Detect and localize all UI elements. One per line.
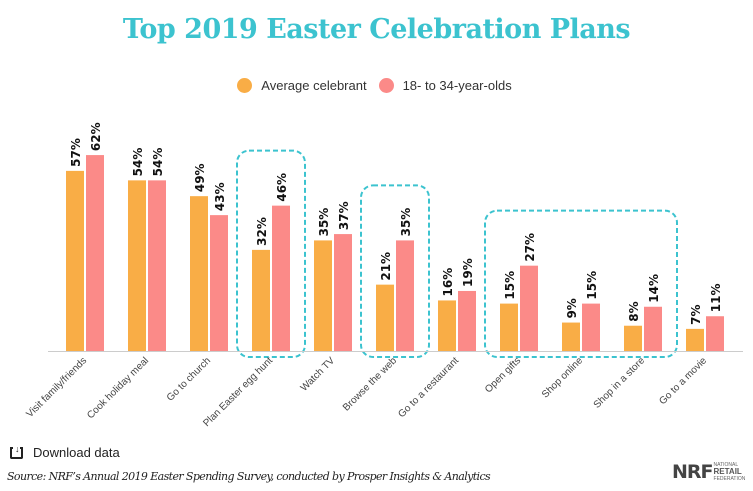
- data-label-plan-easter-egg-hunt-young: 46%: [275, 173, 289, 202]
- x-tick-label-go-to-a-movie: Go to a movie: [657, 355, 709, 407]
- x-tick-label-shop-online: Shop online: [540, 355, 585, 400]
- data-label-visit-family-friends-young: 62%: [89, 122, 103, 151]
- data-label-shop-in-a-store-young: 14%: [647, 274, 661, 303]
- data-label-go-to-a-restaurant-young: 19%: [461, 258, 475, 287]
- bar-go-to-church-average: [190, 196, 208, 351]
- data-label-shop-in-a-store-average: 8%: [627, 301, 641, 321]
- x-tick-label-go-to-a-restaurant: Go to a restaurant: [396, 355, 461, 420]
- data-label-shop-online-young: 15%: [585, 271, 599, 300]
- data-label-plan-easter-egg-hunt-average: 32%: [255, 217, 269, 246]
- data-label-go-to-a-restaurant-average: 16%: [441, 268, 455, 297]
- logo-line2: RETAIL: [713, 467, 742, 476]
- data-label-browse-the-web-young: 35%: [399, 208, 413, 237]
- data-label-go-to-church-average: 49%: [193, 163, 207, 192]
- source-note: Source: NRF’s Annual 2019 Easter Spendin…: [7, 470, 491, 483]
- bar-shop-in-a-store-average: [624, 325, 642, 351]
- legend-swatch-average: [237, 78, 253, 93]
- x-tick-label-cook-holiday-meal: Cook holiday meal: [85, 355, 151, 421]
- bar-open-gifts-young: [520, 265, 538, 351]
- data-label-go-to-church-young: 43%: [213, 182, 227, 211]
- bar-chart: 57% 62% Visit family/friends 54% 54% Cook hol…: [24, 122, 743, 429]
- bar-go-to-a-movie-average: [686, 328, 704, 351]
- data-label-shop-online-average: 9%: [565, 298, 579, 318]
- logo-main: NRF: [672, 461, 714, 483]
- bar-shop-in-a-store-young: [644, 306, 662, 351]
- data-label-visit-family-friends-average: 57%: [69, 138, 83, 167]
- x-tick-label-go-to-church: Go to church: [165, 355, 213, 403]
- download-data-button[interactable]: ↓ Download data: [10, 444, 120, 460]
- data-label-cook-holiday-meal-young: 54%: [151, 148, 165, 177]
- legend-label-young: 18- to 34-year-olds: [402, 78, 512, 93]
- legend-label-average: Average celebrant: [261, 78, 367, 93]
- data-label-browse-the-web-average: 21%: [379, 252, 393, 281]
- data-label-open-gifts-young: 27%: [523, 233, 537, 262]
- x-tick-label-browse-the-web: Browse the web: [341, 355, 399, 413]
- download-icon: ↓: [10, 444, 23, 459]
- chart-legend: Average celebrant 18- to 34-year-olds: [0, 78, 753, 93]
- logo-text: NATIONAL RETAIL FEDERATION: [714, 462, 746, 482]
- data-label-cook-holiday-meal-average: 54%: [131, 148, 145, 177]
- x-tick-label-visit-family-friends: Visit family/friends: [24, 355, 89, 420]
- bar-shop-online-young: [582, 303, 600, 351]
- bar-cook-holiday-meal-average: [128, 180, 146, 351]
- bar-plan-easter-egg-hunt-young: [272, 205, 290, 351]
- bar-shop-online-average: [562, 322, 580, 351]
- bar-visit-family-friends-young: [86, 155, 104, 351]
- chart-title: Top 2019 Easter Celebration Plans: [122, 14, 631, 45]
- nrf-logo[interactable]: NRF NATIONAL RETAIL FEDERATION: [672, 461, 745, 483]
- x-tick-label-shop-in-a-store: Shop in a store: [592, 355, 648, 411]
- bar-plan-easter-egg-hunt-average: [252, 249, 270, 351]
- bar-cook-holiday-meal-young: [148, 180, 166, 351]
- data-label-go-to-a-movie-average: 7%: [689, 305, 703, 325]
- data-label-open-gifts-average: 15%: [503, 271, 517, 300]
- highlight-box-3: [484, 209, 678, 358]
- bar-visit-family-friends-average: [66, 170, 84, 351]
- data-label-watch-tv-average: 35%: [317, 208, 331, 237]
- bar-open-gifts-average: [500, 303, 518, 351]
- bar-go-to-a-restaurant-young: [458, 290, 476, 351]
- x-tick-label-watch-tv: Watch TV: [299, 355, 338, 394]
- bar-watch-tv-average: [314, 240, 332, 351]
- x-tick-label-plan-easter-egg-hunt: Plan Easter egg hunt: [201, 355, 275, 429]
- logo-line1: NATIONAL: [713, 462, 739, 468]
- bar-go-to-church-young: [210, 215, 228, 351]
- bar-watch-tv-young: [334, 234, 352, 351]
- highlight-box-2: [360, 184, 430, 358]
- download-data-label: Download data: [33, 445, 120, 460]
- bar-browse-the-web-average: [376, 284, 394, 351]
- legend-item-young[interactable]: 18- to 34-year-olds: [378, 78, 512, 93]
- data-label-go-to-a-movie-young: 11%: [709, 284, 723, 313]
- bar-go-to-a-restaurant-average: [438, 300, 456, 351]
- data-label-watch-tv-young: 37%: [337, 201, 351, 230]
- legend-swatch-young: [378, 78, 394, 93]
- legend-item-average[interactable]: Average celebrant: [237, 78, 367, 93]
- highlight-box-1: [236, 149, 306, 358]
- logo-line3: FEDERATION: [713, 476, 746, 482]
- bar-go-to-a-movie-young: [706, 316, 724, 351]
- x-tick-label-open-gifts: Open gifts: [483, 355, 523, 395]
- bar-browse-the-web-young: [396, 240, 414, 351]
